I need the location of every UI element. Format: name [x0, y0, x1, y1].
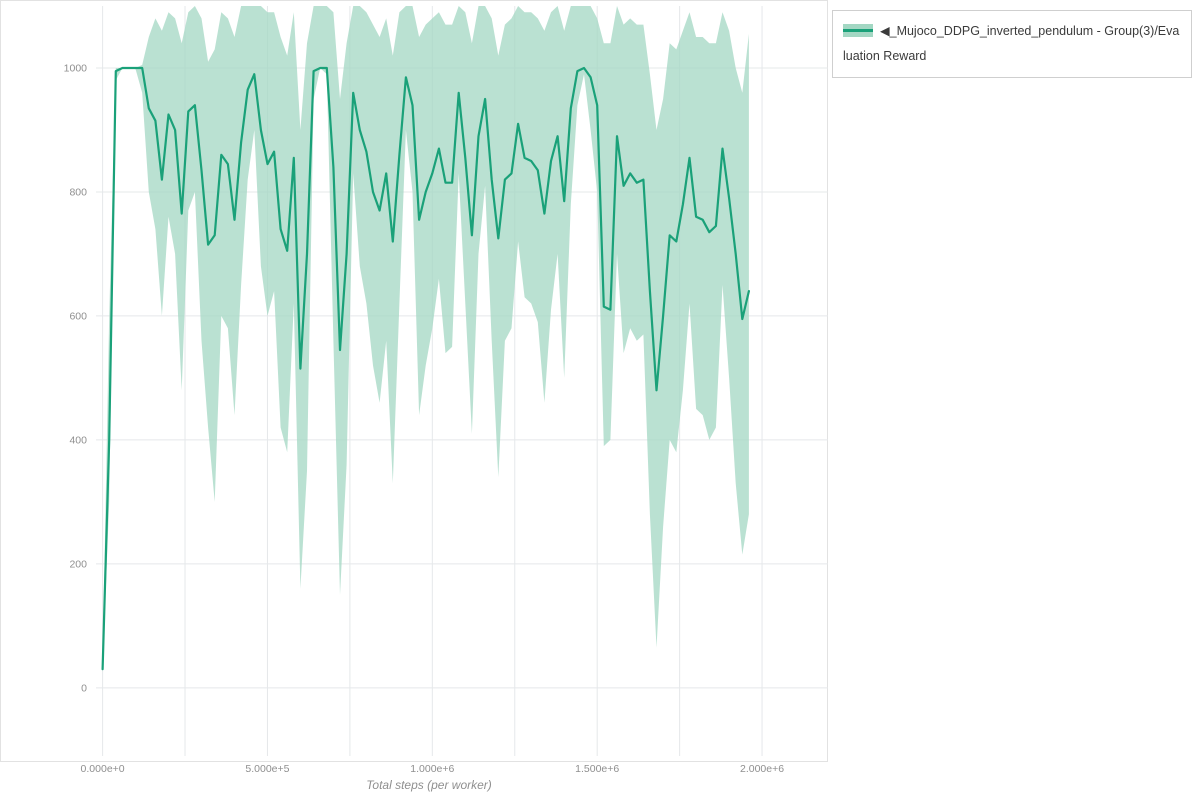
legend: ◀_Mujoco_DDPG_inverted_pendulum - Group(…: [832, 10, 1192, 78]
svg-text:800: 800: [69, 186, 87, 198]
svg-text:600: 600: [69, 310, 87, 322]
svg-text:1.500e+6: 1.500e+6: [575, 763, 619, 775]
y-tick-labels: 0 200 400 600 800 1000: [64, 62, 88, 694]
legend-item[interactable]: ◀_Mujoco_DDPG_inverted_pendulum - Group(…: [843, 19, 1181, 69]
svg-text:1000: 1000: [64, 62, 88, 74]
svg-text:2.000e+6: 2.000e+6: [740, 763, 784, 775]
series-line: [101, 66, 750, 671]
svg-text:5.000e+5: 5.000e+5: [245, 763, 289, 775]
x-tick-labels: 0.000e+0 5.000e+5 1.000e+6 1.500e+6 2.000e+6: [81, 763, 785, 775]
series-band: [102, 6, 749, 673]
figure-border: [0, 0, 828, 762]
legend-item-label: ◀_Mujoco_DDPG_inverted_pendulum - Group(…: [843, 24, 1180, 63]
x-axis-label: Total steps (per worker): [366, 778, 492, 792]
chart-svg[interactable]: 0.000e+0 5.000e+5 1.000e+6 1.500e+6 2.000e+6…: [0, 0, 840, 800]
svg-text:200: 200: [69, 558, 87, 570]
svg-text:0.000e+0: 0.000e+0: [81, 763, 125, 775]
svg-text:1.000e+6: 1.000e+6: [410, 763, 454, 775]
legend-line-mark: [843, 29, 873, 32]
svg-text:0: 0: [81, 682, 87, 694]
svg-text:400: 400: [69, 434, 87, 446]
legend-band-swatch-icon: [843, 24, 873, 37]
